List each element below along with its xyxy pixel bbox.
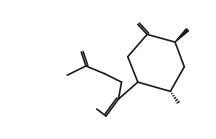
Polygon shape — [175, 29, 189, 42]
